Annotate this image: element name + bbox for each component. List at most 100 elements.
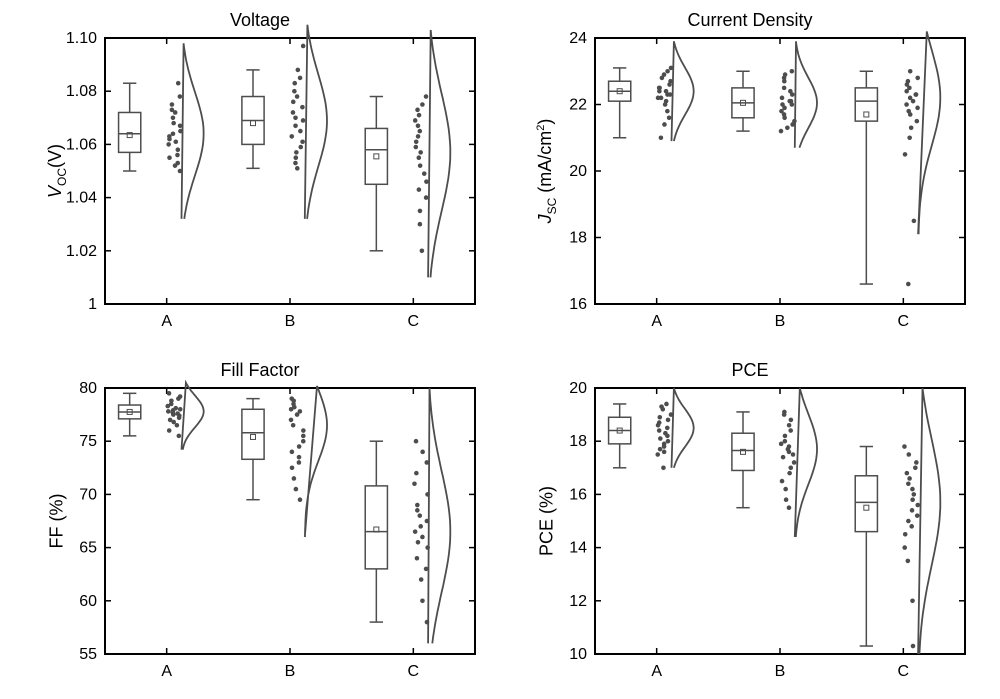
data-point: [907, 476, 912, 481]
data-point: [666, 418, 671, 423]
data-point: [779, 129, 784, 134]
data-point: [914, 92, 919, 97]
data-point: [292, 476, 297, 481]
x-tick-label: C: [898, 313, 910, 330]
data-point: [295, 94, 300, 99]
data-point: [417, 513, 422, 518]
data-point: [420, 249, 425, 254]
data-point: [909, 524, 914, 529]
data-point: [656, 96, 661, 101]
data-point: [915, 119, 920, 124]
data-point: [666, 439, 671, 444]
x-tick-label: B: [775, 313, 786, 330]
data-point: [178, 94, 183, 99]
data-point: [290, 466, 295, 471]
data-point: [906, 519, 911, 524]
data-point: [660, 76, 665, 81]
data-point: [175, 423, 180, 428]
data-point: [176, 396, 181, 401]
data-point: [296, 68, 301, 73]
density-curve: [795, 41, 817, 147]
data-point: [782, 86, 787, 91]
data-point: [790, 92, 795, 97]
y-tick-label: 1.08: [66, 83, 97, 100]
data-point: [289, 134, 294, 139]
data-point: [906, 559, 911, 564]
data-point: [663, 102, 668, 107]
data-point: [418, 222, 423, 227]
data-point: [293, 116, 298, 121]
data-point: [665, 426, 670, 431]
data-point: [415, 508, 420, 513]
data-point: [915, 76, 920, 81]
data-point: [658, 447, 663, 452]
data-point: [418, 150, 423, 155]
axes-svg: 556065707580ABC: [105, 388, 475, 654]
data-point: [176, 147, 181, 152]
data-point: [416, 540, 421, 545]
data-point: [790, 69, 795, 74]
y-axis-label: VOC(V): [45, 144, 69, 198]
y-tick-label: 18: [569, 433, 587, 450]
y-tick-label: 12: [569, 593, 587, 610]
figure: Voltage11.021.041.061.081.10ABCVOC(V)Cur…: [0, 0, 1000, 699]
data-point: [420, 102, 425, 107]
data-point: [915, 503, 920, 508]
data-point: [173, 110, 178, 115]
data-point: [783, 434, 788, 439]
data-point: [415, 108, 420, 113]
data-point: [420, 599, 425, 604]
boxplot-box: [732, 433, 754, 470]
data-point: [294, 150, 299, 155]
y-tick-label: 14: [569, 540, 587, 557]
y-tick-label: 22: [569, 97, 587, 114]
density-curve: [182, 43, 204, 219]
data-point: [418, 209, 423, 214]
data-point: [171, 121, 176, 126]
data-point: [178, 123, 183, 128]
data-point: [911, 644, 916, 649]
data-point: [788, 466, 793, 471]
data-point: [662, 122, 667, 127]
data-point: [910, 497, 915, 502]
data-point: [783, 439, 788, 444]
density-curve: [795, 388, 817, 537]
panel-voltage: Voltage11.021.041.061.081.10ABCVOC(V): [35, 10, 485, 340]
y-tick-label: 1.10: [66, 30, 97, 47]
data-point: [910, 487, 915, 492]
y-tick-label: 75: [79, 433, 97, 450]
data-point: [289, 407, 294, 412]
data-point: [661, 407, 666, 412]
density-curve: [918, 388, 940, 654]
data-point: [904, 102, 909, 107]
data-point: [424, 195, 429, 200]
data-point: [783, 487, 788, 492]
axes-svg: 1618202224ABC: [595, 38, 965, 304]
y-tick-label: 1.02: [66, 243, 97, 260]
data-point: [291, 100, 296, 105]
data-point: [298, 497, 303, 502]
data-point: [291, 423, 296, 428]
data-point: [780, 96, 785, 101]
y-axis-label: PCE (%): [537, 486, 558, 556]
x-tick-label: A: [651, 313, 662, 330]
x-tick-label: A: [161, 663, 172, 680]
data-point: [298, 129, 303, 134]
data-point: [415, 556, 420, 561]
data-point: [417, 187, 422, 192]
y-tick-label: 80: [79, 380, 97, 397]
density-curve: [428, 388, 450, 643]
density-curve: [182, 383, 204, 450]
plot-area: 1618202224ABC: [595, 38, 965, 304]
y-tick-label: 1.04: [66, 190, 97, 207]
data-point: [902, 444, 907, 449]
data-point: [907, 135, 912, 140]
data-point: [417, 113, 422, 118]
data-point: [165, 404, 170, 409]
data-point: [166, 409, 171, 414]
x-tick-label: B: [285, 313, 296, 330]
data-point: [289, 418, 294, 423]
data-point: [177, 415, 182, 420]
data-point: [295, 412, 300, 417]
data-point: [300, 139, 305, 144]
